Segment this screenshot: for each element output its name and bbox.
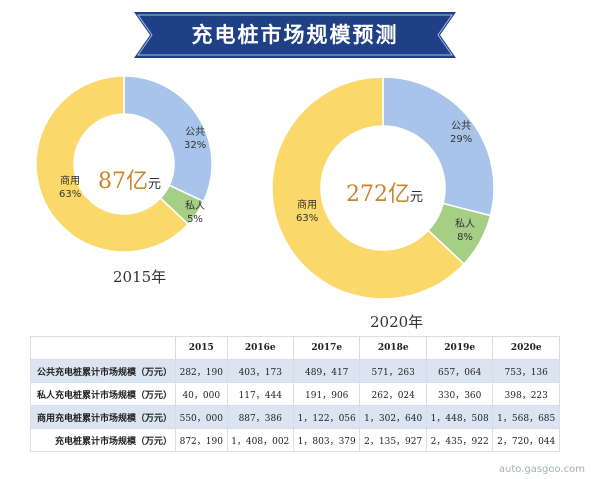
page-title: 充电桩市场规模预测 <box>191 23 399 47</box>
table-header-cell: 2017e <box>292 336 361 360</box>
table-cell: 1，302，640 <box>359 405 427 429</box>
table-cell: 398，223 <box>492 382 560 406</box>
table-cell: 753，136 <box>492 359 560 383</box>
slice-name: 商用 <box>60 176 81 187</box>
total-number-2020: 272亿 <box>346 182 410 207</box>
center-total-2020: 272亿元 <box>346 176 423 208</box>
donut-2020 <box>271 76 495 300</box>
table-cell: 262，024 <box>359 382 427 406</box>
slice-name: 商用 <box>297 200 318 211</box>
table-cell: 1，122，056 <box>292 405 361 429</box>
table-cell: 2，135，927 <box>359 428 427 452</box>
table-header-cell: 2016e <box>226 336 294 360</box>
table-header-cell <box>29 336 177 360</box>
banner-inner-border <box>137 14 453 56</box>
table-cell: 1，568，685 <box>492 405 560 429</box>
row-label: 充电桩累计市场规模（万元） <box>29 428 177 452</box>
donut-slice-public <box>382 76 495 217</box>
table-cell: 2，720，044 <box>492 428 560 452</box>
slice-label-private-2015: 私人 5% <box>185 200 205 226</box>
total-number-2015: 87亿 <box>98 169 148 194</box>
table-cell: 571，263 <box>359 359 427 383</box>
slice-label-public-2020: 公共 29% <box>450 120 472 146</box>
table-row: 公共充电桩累计市场规模（万元） 282，190 403，173 489，417 … <box>29 359 560 383</box>
donut-2015 <box>35 75 213 253</box>
table-cell: 550，000 <box>175 405 228 429</box>
slice-pct: 32% <box>184 140 207 151</box>
slice-pct: 63% <box>59 189 82 200</box>
year-label-2015: 2015年 <box>113 268 167 286</box>
year-label-2020: 2020年 <box>370 313 424 331</box>
table-cell: 1，408，002 <box>226 428 294 452</box>
table-row: 商用充电桩累计市场规模（万元） 550，000 887，386 1，122，05… <box>29 405 560 429</box>
total-unit-2015: 元 <box>148 177 162 192</box>
center-total-2015: 87亿元 <box>98 163 161 195</box>
row-label: 商用充电桩累计市场规模（万元） <box>29 405 177 429</box>
banner-ribbon <box>134 12 456 58</box>
table-cell: 1，448，508 <box>425 405 494 429</box>
table-cell: 403，173 <box>226 359 294 383</box>
table-cell: 887，386 <box>226 405 294 429</box>
table-cell: 117，444 <box>226 382 294 406</box>
banner-shape <box>134 12 456 58</box>
slice-pct: 63% <box>296 213 319 224</box>
table-cell: 330，360 <box>425 382 494 406</box>
donut-charts <box>35 75 495 300</box>
slice-pct: 8% <box>457 232 473 243</box>
slice-pct: 29% <box>450 134 473 145</box>
slice-label-public-2015: 公共 32% <box>184 126 206 152</box>
row-label: 私人充电桩累计市场规模（万元） <box>29 382 177 406</box>
table-cell: 191，906 <box>292 382 361 406</box>
table-cell: 40，000 <box>175 382 228 406</box>
table-header-cell: 2020e <box>492 336 560 360</box>
table-header-cell: 2018e <box>359 336 427 360</box>
watermark: auto.gasgoo.com <box>498 464 585 475</box>
table-cell: 657，064 <box>425 359 494 383</box>
slice-label-commercial-2020: 商用 63% <box>296 199 318 225</box>
slice-pct: 5% <box>187 214 203 225</box>
slice-name: 私人 <box>185 201 205 212</box>
table-row: 充电桩累计市场规模（万元） 872，190 1，408，002 1，803，37… <box>29 428 560 452</box>
table-header-row: 2015 2016e 2017e 2018e 2019e 2020e <box>29 336 560 360</box>
table-header-cell: 2019e <box>425 336 494 360</box>
table-cell: 282，190 <box>175 359 228 383</box>
table-cell: 1，803，379 <box>292 428 361 452</box>
donut-slice-commercial <box>271 76 465 300</box>
slice-name: 公共 <box>185 127 206 138</box>
slice-label-private-2020: 私人 8% <box>455 218 475 244</box>
table-row: 私人充电桩累计市场规模（万元） 40，000 117，444 191，906 2… <box>29 382 560 406</box>
row-label: 公共充电桩累计市场规模（万元） <box>29 359 177 383</box>
total-unit-2020: 元 <box>410 190 424 205</box>
table-cell: 2，435，922 <box>425 428 494 452</box>
donut-slice-commercial <box>35 75 190 253</box>
slice-name: 私人 <box>455 219 475 230</box>
table-header-cell: 2015 <box>175 336 228 360</box>
donut-slice-public <box>123 75 213 203</box>
slice-name: 公共 <box>451 121 472 132</box>
table-cell: 872，190 <box>175 428 228 452</box>
slice-label-commercial-2015: 商用 63% <box>59 175 81 201</box>
market-size-table: 2015 2016e 2017e 2018e 2019e 2020e 公共充电桩… <box>29 336 560 452</box>
title-banner: 充电桩市场规模预测 <box>134 12 456 58</box>
table-cell: 489，417 <box>292 359 361 383</box>
